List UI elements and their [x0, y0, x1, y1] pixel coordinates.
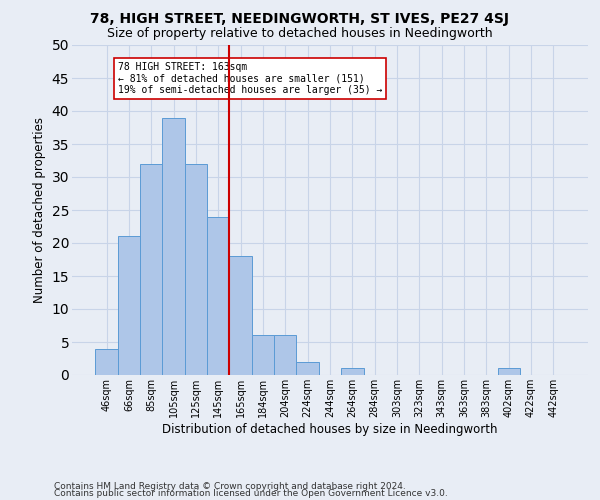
Bar — [252, 336, 274, 375]
Bar — [274, 336, 296, 375]
X-axis label: Distribution of detached houses by size in Needingworth: Distribution of detached houses by size … — [162, 422, 498, 436]
Text: Size of property relative to detached houses in Needingworth: Size of property relative to detached ho… — [107, 28, 493, 40]
Text: 78, HIGH STREET, NEEDINGWORTH, ST IVES, PE27 4SJ: 78, HIGH STREET, NEEDINGWORTH, ST IVES, … — [91, 12, 509, 26]
Bar — [296, 362, 319, 375]
Bar — [229, 256, 252, 375]
Bar — [341, 368, 364, 375]
Bar — [140, 164, 163, 375]
Bar — [207, 216, 229, 375]
Bar — [497, 368, 520, 375]
Y-axis label: Number of detached properties: Number of detached properties — [33, 117, 46, 303]
Bar — [185, 164, 207, 375]
Text: 78 HIGH STREET: 163sqm
← 81% of detached houses are smaller (151)
19% of semi-de: 78 HIGH STREET: 163sqm ← 81% of detached… — [118, 62, 382, 94]
Text: Contains public sector information licensed under the Open Government Licence v3: Contains public sector information licen… — [54, 489, 448, 498]
Bar — [163, 118, 185, 375]
Bar — [95, 348, 118, 375]
Bar — [118, 236, 140, 375]
Text: Contains HM Land Registry data © Crown copyright and database right 2024.: Contains HM Land Registry data © Crown c… — [54, 482, 406, 491]
